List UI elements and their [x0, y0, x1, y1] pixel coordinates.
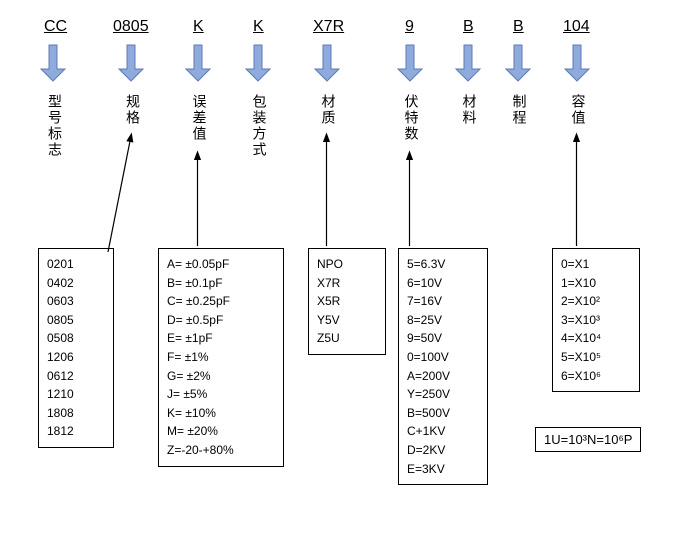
code-label-8: 104 [563, 18, 590, 36]
down-arrow-8 [565, 45, 589, 81]
box-item: A=200V [407, 367, 479, 386]
cn-label-2: 误差值 [190, 94, 210, 142]
box-item: 8=25V [407, 311, 479, 330]
code-label-6: B [463, 18, 474, 36]
box-tolerance: A= ±0.05pFB= ±0.1pFC= ±0.25pFD= ±0.5pFE=… [158, 248, 284, 467]
box-item: B=500V [407, 404, 479, 423]
box-item: 2=X10² [561, 292, 631, 311]
box-item: 1206 [47, 348, 105, 367]
box-item: Z5U [317, 329, 377, 348]
code-label-5: 9 [405, 18, 414, 36]
box-item: Y=250V [407, 385, 479, 404]
box-item: 6=10V [407, 274, 479, 293]
box-item: 0=X1 [561, 255, 631, 274]
box-item: 4=X10⁴ [561, 329, 631, 348]
box-item: NPO [317, 255, 377, 274]
box-material: NPOX7RX5RY5VZ5U [308, 248, 386, 355]
box-item: 0=100V [407, 348, 479, 367]
box-item: 1210 [47, 385, 105, 404]
box-item: 6=X10⁶ [561, 367, 631, 386]
down-arrow-4 [315, 45, 339, 81]
down-arrow-0 [41, 45, 65, 81]
box-item: C+1KV [407, 422, 479, 441]
cn-label-7: 制程 [510, 94, 530, 126]
code-label-1: 0805 [113, 18, 149, 36]
box-item: C= ±0.25pF [167, 292, 275, 311]
box-item: E=3KV [407, 460, 479, 479]
down-arrow-6 [456, 45, 480, 81]
down-arrow-2 [186, 45, 210, 81]
box-item: 0603 [47, 292, 105, 311]
box-item: 0612 [47, 367, 105, 386]
box-item: 5=X10⁵ [561, 348, 631, 367]
down-arrow-7 [506, 45, 530, 81]
box-item: X7R [317, 274, 377, 293]
box-item: 7=16V [407, 292, 479, 311]
box-item: 1812 [47, 422, 105, 441]
diagram-canvas: CC 0805 K K X7R 9 B B 104 型号标志 规格 误差值 包装方式 材质 伏特数 材料制程 容… [0, 0, 680, 553]
box-capacitance: 0=X11=X102=X10²3=X10³4=X10⁴5=X10⁵6=X10⁶ [552, 248, 640, 392]
box-item: D= ±0.5pF [167, 311, 275, 330]
box-item: 9=50V [407, 329, 479, 348]
formula-box: 1U=10³N=10⁶P [535, 427, 641, 452]
box-item: A= ±0.05pF [167, 255, 275, 274]
box-item: 3=X10³ [561, 311, 631, 330]
box-item: K= ±10% [167, 404, 275, 423]
code-label-2: K [193, 18, 204, 36]
box-item: M= ±20% [167, 422, 275, 441]
cn-label-0: 型号标志 [45, 94, 65, 158]
box-item: 1=X10 [561, 274, 631, 293]
down-arrow-3 [246, 45, 270, 81]
box-item: Z=-20-+80% [167, 441, 275, 460]
box-item: B= ±0.1pF [167, 274, 275, 293]
box-item: G= ±2% [167, 367, 275, 386]
box-item: F= ±1% [167, 348, 275, 367]
box-item: 0805 [47, 311, 105, 330]
code-label-4: X7R [313, 18, 344, 36]
cn-label-6: 材料 [460, 94, 480, 126]
box-item: X5R [317, 292, 377, 311]
cn-label-4: 材质 [319, 94, 339, 126]
box-item: Y5V [317, 311, 377, 330]
code-label-0: CC [44, 18, 67, 36]
code-label-3: K [253, 18, 264, 36]
box-item: 1808 [47, 404, 105, 423]
cn-label-8: 容值 [569, 94, 589, 126]
box-item: 0201 [47, 255, 105, 274]
cn-label-3: 包装方式 [250, 94, 270, 158]
box-item: 0402 [47, 274, 105, 293]
cn-label-5: 伏特数 [402, 94, 422, 142]
box-sizes: 0201040206030805050812060612121018081812 [38, 248, 114, 448]
box-item: D=2KV [407, 441, 479, 460]
code-label-7: B [513, 18, 524, 36]
down-arrow-1 [119, 45, 143, 81]
box-item: J= ±5% [167, 385, 275, 404]
box-item: 0508 [47, 329, 105, 348]
down-arrow-5 [398, 45, 422, 81]
box-item: 5=6.3V [407, 255, 479, 274]
cn-label-1: 规格 [123, 94, 143, 126]
box-voltage: 5=6.3V6=10V7=16V8=25V9=50V0=100VA=200VY=… [398, 248, 488, 485]
box-item: E= ±1pF [167, 329, 275, 348]
